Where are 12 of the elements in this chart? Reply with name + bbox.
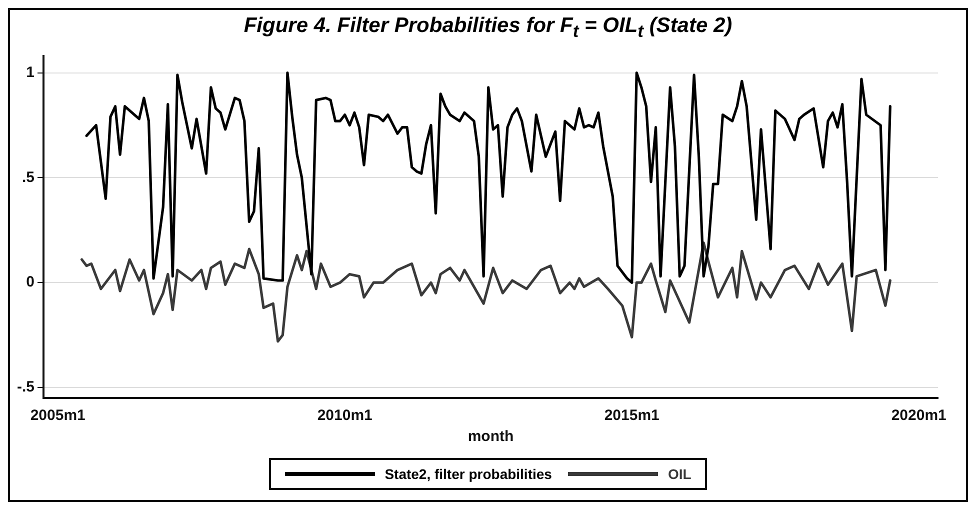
x-tick-label: 2010m1 bbox=[317, 407, 372, 424]
x-tick-label: 2020m1 bbox=[891, 407, 946, 424]
text: OIL bbox=[668, 466, 692, 482]
y-tick-label: .5 bbox=[22, 169, 35, 186]
x-tick-label: 2015m1 bbox=[604, 407, 660, 424]
y-tick-label: 1 bbox=[26, 64, 35, 82]
chart-title: Figure 4. Filter Probabilities for F$_{t}$ = OIL$_{t}$ (State 2) bbox=[242, 13, 734, 44]
text: State2, filter probabilities bbox=[384, 466, 552, 482]
x-tick-label: 2005m1 bbox=[30, 407, 86, 424]
y-tick-label: 0 bbox=[26, 274, 35, 291]
x-axis-title: month bbox=[468, 428, 514, 446]
y-tick-label: -.5 bbox=[16, 378, 35, 396]
